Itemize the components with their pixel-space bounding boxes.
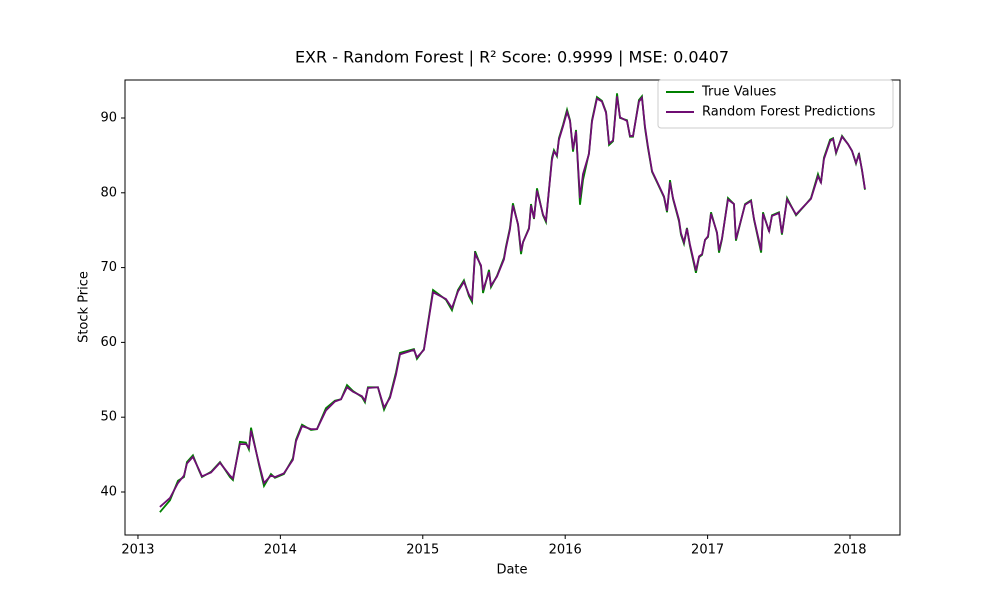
x-tick-label: 2015: [406, 543, 439, 558]
line-series: [159, 95, 866, 508]
y-tick-label: 80: [100, 185, 117, 200]
x-tick-label: 2013: [121, 543, 154, 558]
y-tick-label: 90: [100, 110, 117, 125]
chart-title: EXR - Random Forest | R² Score: 0.9999 |…: [295, 48, 729, 67]
y-tick-label: 60: [100, 335, 117, 350]
x-tick-label: 2016: [549, 543, 582, 558]
y-axis-label: Stock Price: [77, 271, 92, 343]
x-tick-label: 2018: [833, 543, 866, 558]
y-tick-label: 50: [100, 410, 117, 425]
legend-label: True Values: [701, 85, 776, 100]
legend-box: [657, 79, 894, 129]
x-tick-label: 2017: [691, 543, 724, 558]
legend-label: Random Forest Predictions: [702, 105, 876, 120]
y-tick-label: 70: [100, 260, 117, 275]
y-tick-label: 40: [100, 484, 117, 499]
x-axis-label: Date: [496, 563, 527, 578]
line-series: [159, 93, 866, 513]
x-tick-label: 2014: [264, 543, 297, 558]
plot-frame: [124, 79, 901, 536]
